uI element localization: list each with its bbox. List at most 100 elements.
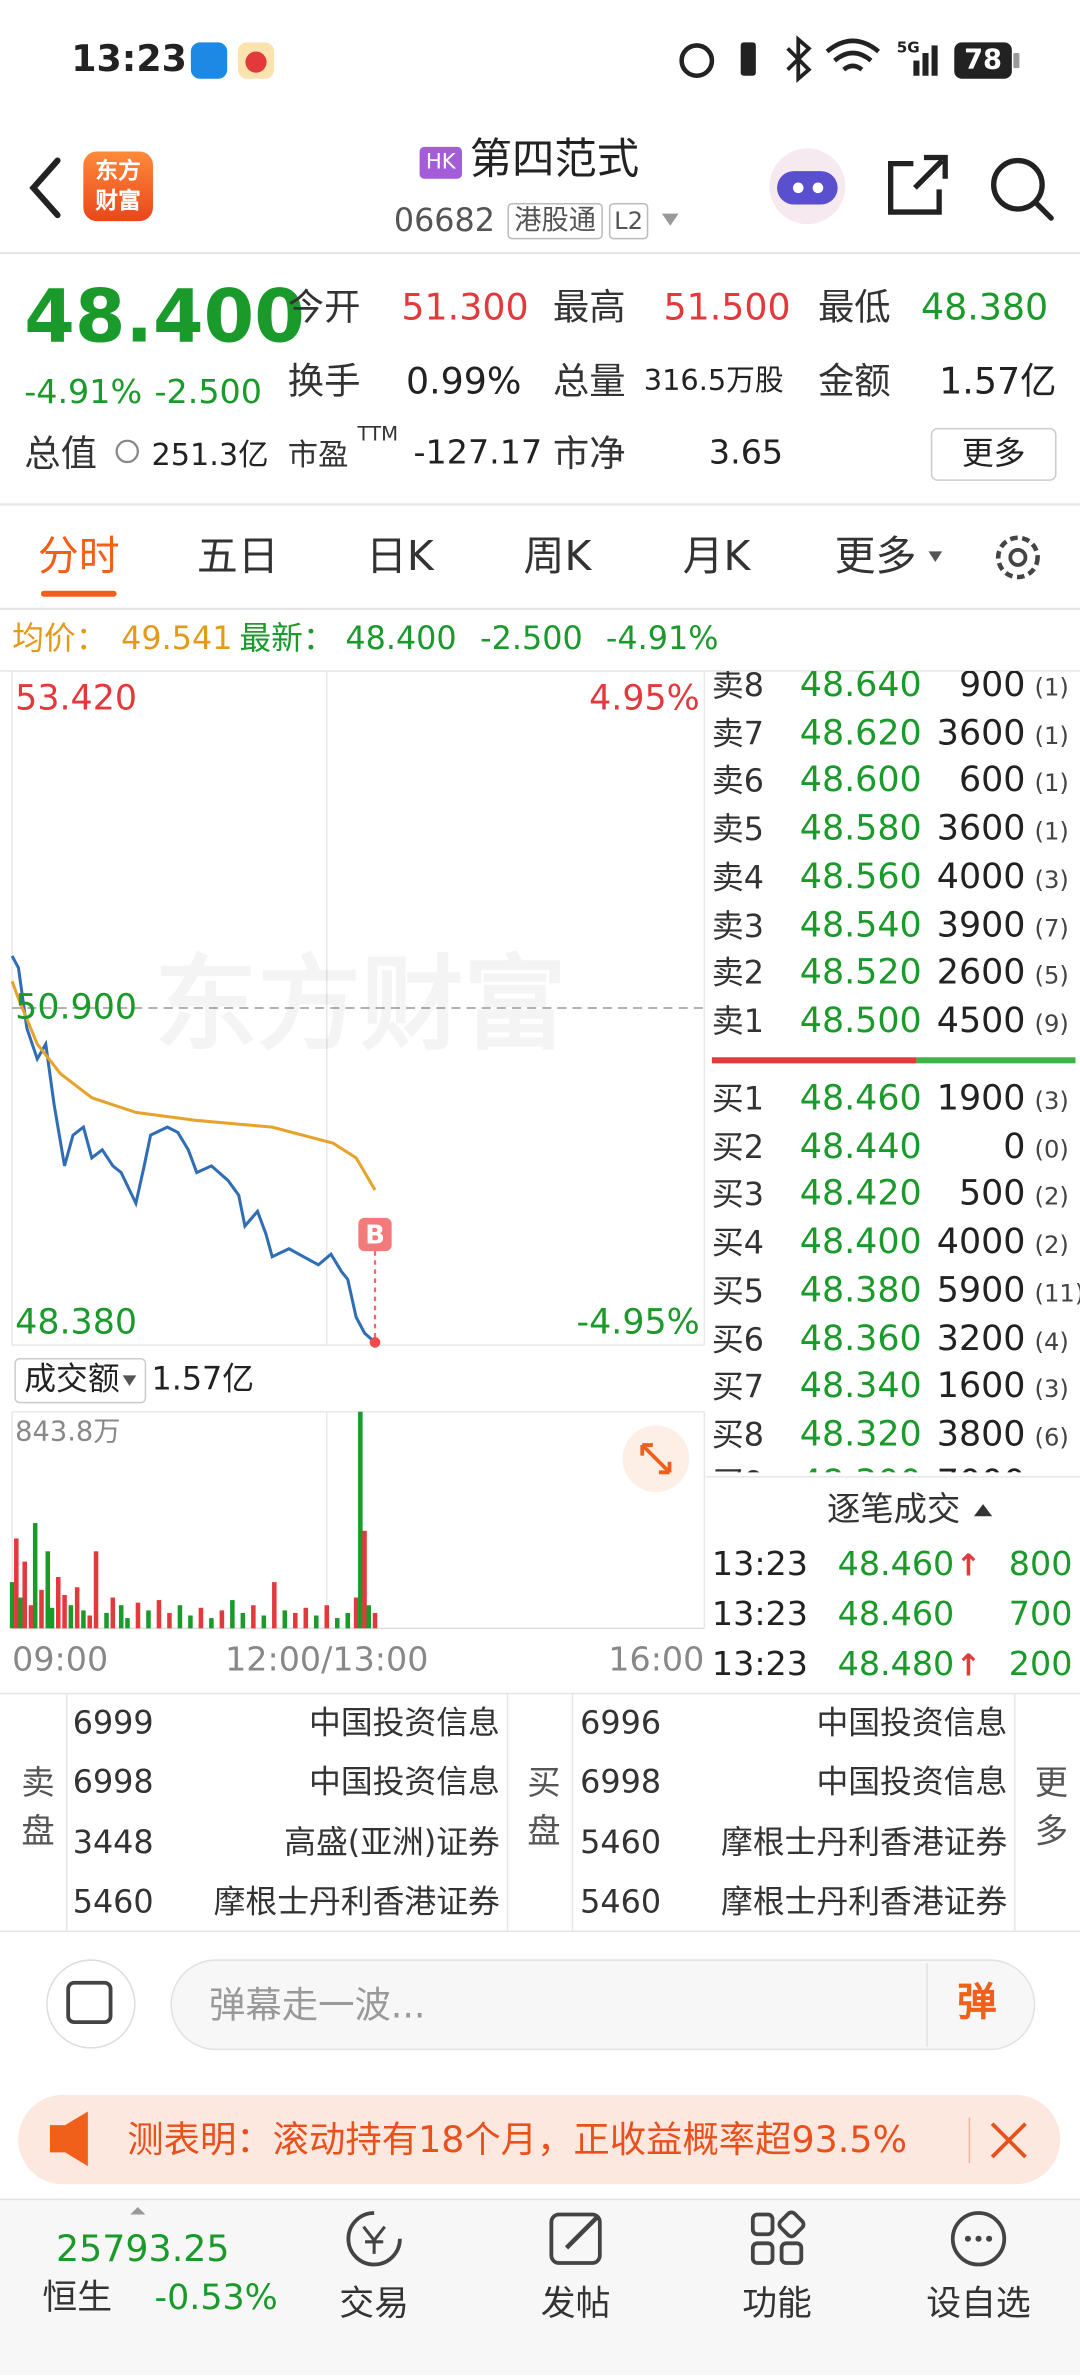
info-icon (115, 439, 139, 464)
order-level: 卖6 (711, 763, 764, 800)
broker-code: 5460 (580, 1823, 662, 1861)
y-tick-label: 53.420 (15, 679, 138, 719)
volume-bar (62, 1594, 67, 1629)
trade-volume: 200 (1008, 1646, 1073, 1685)
volume-selector-text[interactable]: 成交额 (24, 1360, 120, 1398)
field-value: -127.17 (413, 434, 543, 473)
level-badge-text: L2 (614, 206, 644, 236)
volume-bar (345, 1612, 351, 1629)
volume-bar (93, 1551, 99, 1629)
order-level: 卖4 (711, 859, 764, 896)
order-level: 卖7 (711, 715, 764, 752)
volume-bar (324, 1605, 330, 1629)
banner-text[interactable]: 测表明：滚动持有18个月，正收益概率超93.5% (127, 2118, 907, 2162)
order-level: 卖3 (711, 907, 764, 944)
danmaku-send[interactable]: 弹 (957, 1980, 997, 2027)
volume-bar (14, 1538, 19, 1629)
order-volume: 5900 (936, 1271, 1026, 1311)
sort-caret (973, 1504, 993, 1517)
tab[interactable]: 周K (523, 533, 592, 581)
field-label: 今开 (287, 285, 361, 329)
broker-name: 中国投资信息 (816, 1764, 1008, 1801)
volume-bar (28, 1605, 34, 1629)
order-count: (3) (1034, 1086, 1069, 1116)
order-price: 48.580 (799, 809, 922, 849)
order-price: 48.520 (799, 953, 922, 993)
order-price: 48.460 (799, 1079, 922, 1119)
tab[interactable]: 五日 (196, 533, 279, 581)
tab[interactable]: 分时 (37, 533, 120, 581)
tab[interactable]: 日K (366, 533, 434, 581)
danmaku-button[interactable] (46, 1959, 136, 2049)
back-button[interactable] (29, 157, 61, 219)
settings-button (1008, 547, 1028, 567)
order-volume: 4000 (936, 1223, 1026, 1263)
battery-icon (954, 42, 1012, 79)
trades-title[interactable]: 逐笔成交 (827, 1491, 961, 1530)
trade-direction: ↑ (955, 1646, 982, 1683)
volume-bar (362, 1530, 367, 1629)
nav-item[interactable]: 交易 (339, 2284, 409, 2325)
more-button[interactable] (930, 427, 1057, 481)
field-label: 金额 (817, 360, 891, 403)
watchlist-icon (986, 2235, 993, 2242)
avg-value: 49.541 (121, 620, 233, 657)
trade-time: 13:23 (711, 1596, 808, 1635)
order-volume: 2600 (936, 953, 1026, 993)
nav-item[interactable]: 设自选 (926, 2284, 1031, 2325)
field-value: 3.65 (708, 434, 784, 473)
field-value: 251.3亿 (151, 436, 269, 473)
comment-placeholder[interactable]: 弹幕走一波... (209, 1984, 426, 2027)
volume-bar (230, 1600, 235, 1629)
order-level: 买6 (711, 1320, 764, 1358)
more-button[interactable]: 更多 (1028, 1764, 1067, 1862)
comment-input[interactable] (170, 1959, 1036, 2051)
search-button[interactable] (991, 157, 1045, 212)
order-level: 买8 (711, 1416, 764, 1454)
volume-bar (9, 1582, 15, 1629)
tab[interactable]: 更多 (834, 533, 917, 581)
close-button[interactable] (990, 2122, 1027, 2159)
order-volume: 0 (1003, 1127, 1026, 1167)
trade-price: 48.460 (837, 1546, 955, 1585)
order-volume: 1600 (936, 1367, 1026, 1407)
nav-item[interactable]: 功能 (742, 2284, 812, 2325)
field-label: 市盈 (287, 436, 349, 473)
volume-bar (55, 1576, 61, 1629)
order-price: 48.540 (799, 905, 922, 945)
volume-bar (219, 1610, 225, 1629)
volume-bar (104, 1612, 109, 1629)
danmaku-button (66, 1980, 113, 2025)
broker-code: 5460 (72, 1883, 154, 1920)
order-price: 48.320 (799, 1415, 922, 1455)
order-price: 48.300 (800, 1463, 922, 1472)
promo-banner[interactable] (18, 2094, 1061, 2185)
volume-bar (118, 1605, 124, 1629)
field-value: 0.99% (405, 360, 522, 403)
field-label: 市净 (552, 432, 626, 476)
app-logo[interactable] (83, 151, 153, 222)
volume-bar (125, 1618, 130, 1629)
volume-bar (22, 1561, 27, 1629)
watchlist-icon (950, 2211, 1007, 2267)
nav-item[interactable]: 发帖 (540, 2284, 611, 2325)
y-tick-label: 50.900 (15, 987, 138, 1027)
order-price: 48.620 (799, 713, 922, 753)
signal-icon (922, 53, 929, 76)
more-button-text[interactable]: 更多 (961, 435, 1026, 472)
settings-button[interactable] (995, 535, 1040, 580)
index-change: -0.53% (154, 2278, 278, 2319)
order-count: (9) (1034, 1008, 1069, 1038)
function-icon (777, 2210, 806, 2239)
order-price: 48.400 (799, 1223, 922, 1263)
tab[interactable]: 月K (682, 533, 751, 581)
share-button[interactable] (888, 154, 948, 215)
field-value: 48.380 (920, 285, 1049, 329)
stock-name: 第四范式 (469, 134, 640, 185)
volume-bar (177, 1605, 183, 1629)
assistant-avatar (812, 182, 824, 194)
function-icon (750, 2212, 775, 2237)
volume-selector[interactable] (14, 1357, 147, 1404)
y-tick-label: 843.8万 (15, 1416, 121, 1449)
